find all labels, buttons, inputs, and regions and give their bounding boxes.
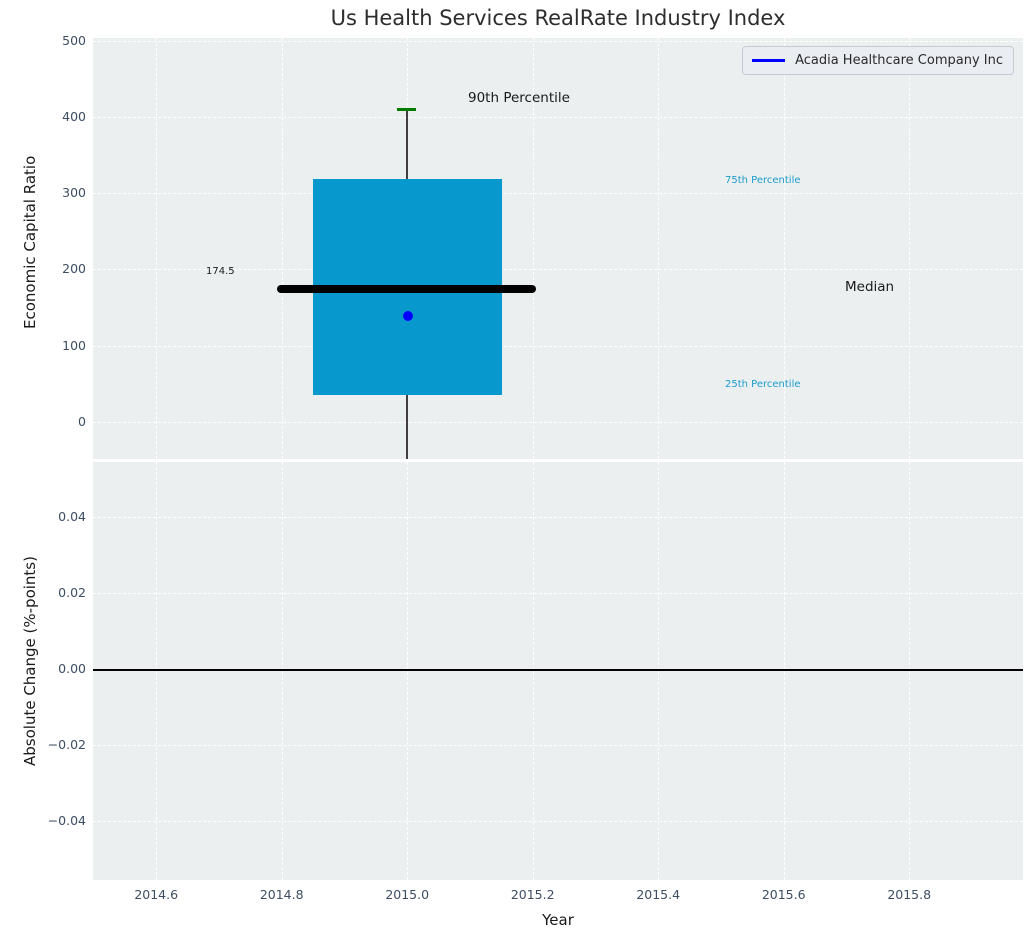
bottom-axes [93, 462, 1023, 880]
gridline-h-300 [93, 193, 1023, 195]
ytick-bottom: −0.04 [47, 813, 86, 829]
gridline-v [909, 462, 911, 880]
gridline-h-p004 [93, 516, 1023, 518]
xtick: 2015.8 [887, 887, 932, 902]
zero-change-line [93, 669, 1023, 671]
xtick: 2015.0 [385, 887, 430, 902]
annotation-75th-percentile: 75th Percentile [725, 175, 801, 186]
xtick: 2015.6 [761, 887, 806, 902]
boxplot-90th-cap [396, 107, 416, 111]
ytick-top: 300 [62, 185, 86, 201]
xtick: 2014.6 [134, 887, 179, 902]
gridline-h-400 [93, 116, 1023, 118]
legend-label: Acadia Healthcare Company Inc [795, 53, 1003, 68]
gridline-v [783, 38, 785, 459]
xlabel-year: Year [542, 911, 574, 929]
ytick-top: 500 [62, 32, 86, 48]
ytick-bottom: 0.00 [58, 661, 86, 676]
gridline-v [281, 38, 283, 459]
gridline-v [407, 462, 409, 880]
annotation-median: Median [845, 279, 895, 295]
chart-title: Us Health Services RealRate Industry Ind… [330, 6, 786, 30]
gridline-v [658, 38, 660, 459]
ytick-bottom: 0.02 [58, 584, 86, 600]
gridline-h-n002 [93, 745, 1023, 747]
top-axes: 90th Percentile 75th Percentile Median 2… [93, 38, 1023, 459]
legend: Acadia Healthcare Company Inc [742, 46, 1014, 75]
company-data-point [402, 310, 413, 321]
ytick-top: 100 [62, 337, 86, 353]
ytick-bottom: −0.02 [47, 737, 86, 753]
gridline-v [156, 38, 158, 459]
ytick-top: 400 [62, 108, 86, 124]
ylabel-absolute-change: Absolute Change (%-points) [21, 556, 39, 766]
xtick: 2014.8 [259, 887, 304, 902]
legend-line-swatch [752, 59, 786, 62]
annotation-90th-percentile: 90th Percentile [468, 90, 570, 106]
gridline-h-200 [93, 269, 1023, 271]
xtick: 2015.2 [510, 887, 555, 902]
boxplot-median-line [277, 284, 536, 293]
annotation-median-value: 174.5 [206, 266, 235, 277]
gridline-v [658, 462, 660, 880]
gridline-v [909, 38, 911, 459]
gridline-h-n004 [93, 821, 1023, 823]
gridline-h-p002 [93, 592, 1023, 594]
gridline-h-0 [93, 422, 1023, 423]
gridline-v [783, 462, 785, 880]
ylabel-economic-capital-ratio: Economic Capital Ratio [21, 155, 39, 329]
gridline-h-500 [93, 40, 1023, 42]
ytick-top: 0 [78, 414, 86, 429]
ytick-top: 200 [62, 261, 86, 277]
gridline-v [281, 462, 283, 880]
gridline-v [156, 462, 158, 880]
ytick-bottom: 0.04 [58, 508, 86, 524]
gridline-h-100 [93, 345, 1023, 347]
annotation-25th-percentile: 25th Percentile [725, 379, 801, 390]
gridline-v [532, 462, 534, 880]
gridline-v [532, 38, 534, 459]
xtick: 2015.4 [636, 887, 681, 902]
